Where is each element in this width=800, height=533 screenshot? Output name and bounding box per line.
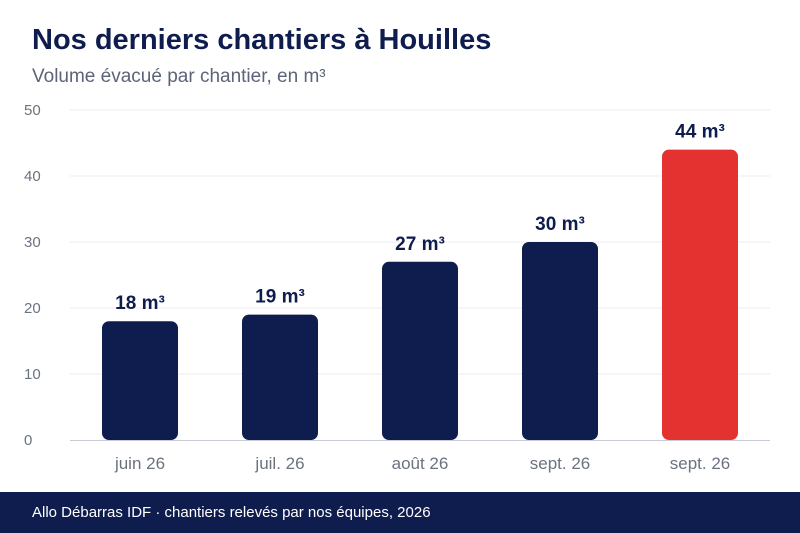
x-tick-label: juil. 26 bbox=[254, 454, 304, 473]
chart-subtitle: Volume évacué par chantier, en m³ bbox=[32, 66, 326, 87]
x-tick-label: juin 26 bbox=[114, 454, 165, 473]
y-tick-label: 50 bbox=[24, 102, 41, 119]
y-tick-label: 40 bbox=[24, 168, 41, 185]
bar bbox=[522, 242, 598, 440]
x-tick-label: sept. 26 bbox=[670, 454, 731, 473]
data-label: 19 m³ bbox=[255, 287, 305, 308]
bar bbox=[242, 314, 318, 440]
chart-title: Nos derniers chantiers à Houilles bbox=[32, 24, 492, 56]
bar-chart: 0 10 20 30 40 50 18 m³ juin 26 19 m³ juil. 26 27 m… bbox=[24, 102, 770, 473]
data-label: 18 m³ bbox=[115, 293, 165, 314]
x-tick-label: août 26 bbox=[392, 454, 449, 473]
x-tick-label: sept. 26 bbox=[530, 454, 591, 473]
bar bbox=[662, 149, 738, 440]
footer-source: Allo Débarras IDF · chantiers relevés pa… bbox=[32, 504, 431, 521]
bar bbox=[382, 261, 458, 440]
y-tick-label: 20 bbox=[24, 300, 41, 317]
y-tick-label: 30 bbox=[24, 234, 41, 251]
bar bbox=[102, 321, 178, 440]
y-tick-label: 10 bbox=[24, 366, 41, 383]
y-tick-label: 0 bbox=[24, 432, 32, 449]
data-label: 27 m³ bbox=[395, 234, 445, 255]
data-label: 44 m³ bbox=[675, 122, 725, 143]
footer-bar: Allo Débarras IDF · chantiers relevés pa… bbox=[0, 492, 800, 533]
data-label: 30 m³ bbox=[535, 214, 585, 235]
